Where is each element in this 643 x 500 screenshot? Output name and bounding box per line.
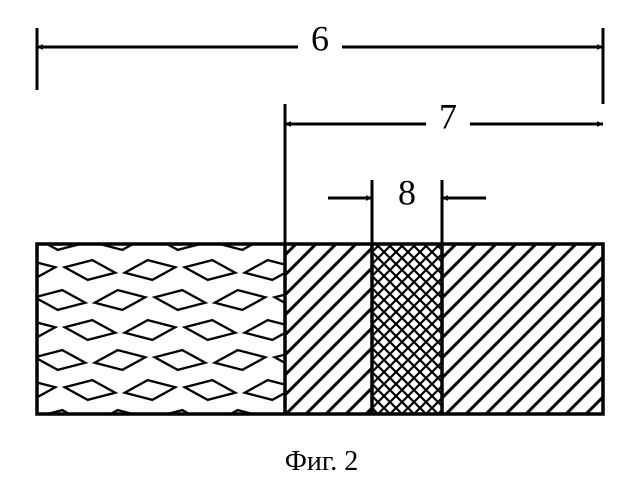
figure-caption: Фиг. 2 <box>285 446 358 477</box>
dimension-7: 7 <box>285 90 603 244</box>
bar-group <box>37 244 603 414</box>
segment-seg2 <box>285 244 372 414</box>
dimension-label-6: 6 <box>311 18 329 58</box>
segment-seg3 <box>372 244 442 414</box>
dimension-8: 8 <box>328 172 486 244</box>
segment-seg1 <box>37 244 285 414</box>
dimension-label-8: 8 <box>398 172 416 212</box>
dimension-6: 6 <box>37 18 603 90</box>
dimension-label-7: 7 <box>439 96 457 136</box>
segment-seg4 <box>442 244 603 414</box>
